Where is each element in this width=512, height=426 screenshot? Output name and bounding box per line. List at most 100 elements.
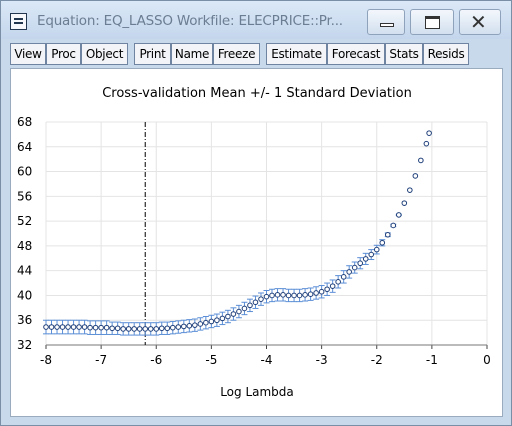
y-tick-label: 44 xyxy=(17,264,32,278)
y-tick-label: 48 xyxy=(17,239,32,253)
data-point xyxy=(125,326,132,332)
y-tick-label: 60 xyxy=(17,165,32,179)
title-bar[interactable]: Equation: EQ_LASSO Workfile: ELECPRICE::… xyxy=(1,1,511,39)
data-point xyxy=(109,325,115,332)
graph-area: Cross-validation Mean +/- 1 Standard Dev… xyxy=(10,68,503,417)
data-point xyxy=(280,292,286,298)
data-point xyxy=(396,212,402,218)
data-point xyxy=(412,173,419,179)
close-button[interactable]: ✕ xyxy=(459,9,501,35)
y-tick-label: 40 xyxy=(17,288,32,302)
data-point xyxy=(147,326,154,332)
data-point xyxy=(136,326,143,332)
data-point xyxy=(390,222,397,229)
data-point xyxy=(175,324,182,330)
data-point xyxy=(219,315,226,322)
estimate-button[interactable]: Estimate xyxy=(266,43,327,65)
x-tick-label: -3 xyxy=(316,353,328,367)
object-button[interactable]: Object xyxy=(81,43,128,65)
data-point xyxy=(346,269,352,275)
data-point xyxy=(241,305,248,312)
data-point xyxy=(423,140,430,147)
x-tick-label: -2 xyxy=(371,353,383,367)
data-point xyxy=(274,292,281,298)
grid-lines xyxy=(45,121,488,349)
x-tick-label: -1 xyxy=(426,353,438,367)
data-point xyxy=(379,239,386,246)
data-point xyxy=(340,274,347,280)
x-tick-label: -6 xyxy=(150,353,162,367)
data-point xyxy=(59,324,66,330)
freeze-button[interactable]: Freeze xyxy=(213,43,260,65)
data-point xyxy=(368,251,375,258)
data-point xyxy=(351,264,358,271)
maximize-button[interactable] xyxy=(410,9,454,35)
view-button[interactable]: View xyxy=(10,43,46,65)
data-point xyxy=(307,291,314,298)
y-axis-ticks: 32 36 40 44 48 52 56 60 64 68 xyxy=(17,115,32,352)
data-point xyxy=(203,319,209,326)
data-point xyxy=(158,325,165,332)
close-icon: ✕ xyxy=(470,10,487,34)
y-tick-label: 64 xyxy=(17,140,32,154)
data-point xyxy=(87,324,93,331)
data-point xyxy=(357,260,364,267)
data-point xyxy=(296,292,303,299)
data-point xyxy=(114,325,121,332)
data-point xyxy=(291,292,297,299)
data-point xyxy=(269,292,275,299)
data-point xyxy=(164,325,171,332)
data-point xyxy=(54,324,60,330)
name-button[interactable]: Name xyxy=(171,43,213,65)
data-point xyxy=(192,322,198,328)
maximize-icon xyxy=(425,16,440,29)
data-point xyxy=(285,292,292,299)
data-point xyxy=(373,246,380,253)
stats-button[interactable]: Stats xyxy=(385,43,423,65)
window-title: Equation: EQ_LASSO Workfile: ELECPRICE::… xyxy=(37,13,343,29)
y-tick-label: 52 xyxy=(17,214,32,228)
minimize-icon xyxy=(380,23,394,27)
x-tick-label: -7 xyxy=(95,353,107,367)
data-point xyxy=(103,324,110,331)
data-point xyxy=(329,283,336,289)
data-series xyxy=(43,122,432,345)
x-tick-label: -8 xyxy=(40,353,52,367)
data-point xyxy=(263,293,270,300)
data-point xyxy=(252,299,259,306)
data-point xyxy=(153,326,160,332)
data-point xyxy=(181,323,187,330)
system-menu-icon[interactable] xyxy=(10,13,27,30)
forecast-button[interactable]: Forecast xyxy=(327,43,385,65)
data-point xyxy=(230,311,237,317)
y-tick-label: 32 xyxy=(17,338,32,352)
minimize-button[interactable] xyxy=(367,9,405,35)
cv-chart: Cross-validation Mean +/- 1 Standard Dev… xyxy=(17,86,491,399)
data-point xyxy=(169,324,176,331)
data-point xyxy=(76,324,82,330)
data-point xyxy=(43,324,49,330)
data-point xyxy=(426,130,432,136)
data-point xyxy=(313,290,319,296)
data-point xyxy=(98,324,104,331)
data-point xyxy=(335,279,341,285)
print-button[interactable]: Print xyxy=(134,43,171,65)
data-point xyxy=(208,318,215,325)
proc-button[interactable]: Proc xyxy=(46,43,81,65)
y-tick-label: 56 xyxy=(17,189,32,203)
data-point xyxy=(247,302,253,309)
data-point xyxy=(131,326,137,332)
data-point xyxy=(48,324,55,330)
x-axis-ticks: -8 -7 -6 -5 -4 -3 -2 -1 0 xyxy=(40,353,491,367)
resids-button[interactable]: Resids xyxy=(423,43,469,65)
x-tick-label: -5 xyxy=(205,353,217,367)
data-point xyxy=(407,187,413,193)
data-point xyxy=(70,324,77,330)
x-tick-label: 0 xyxy=(483,353,491,367)
data-point xyxy=(120,326,126,332)
y-tick-label: 68 xyxy=(17,115,32,129)
data-point xyxy=(81,324,88,330)
data-point xyxy=(197,321,204,327)
data-point xyxy=(142,326,149,332)
